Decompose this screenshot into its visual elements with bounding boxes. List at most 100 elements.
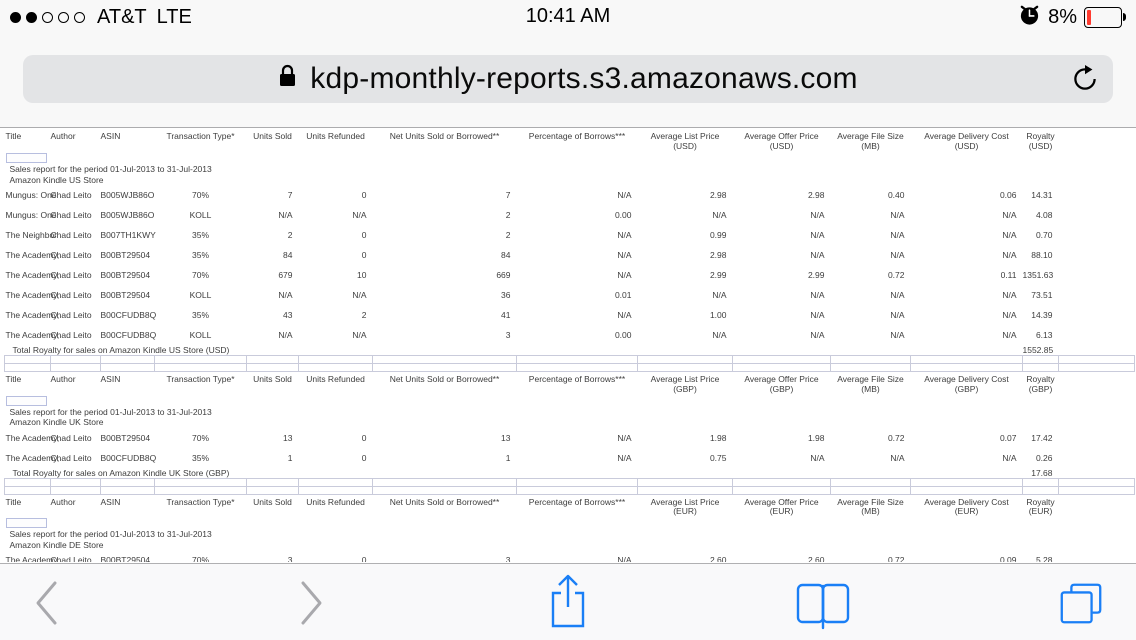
address-bar[interactable]: kdp-monthly-reports.s3.amazonaws.com — [23, 55, 1113, 103]
data-cell: N/A — [617, 310, 632, 320]
empty-cell — [50, 477, 101, 487]
filler-cell — [1059, 205, 1135, 225]
data-cell: 0.75 — [709, 452, 727, 463]
data-cell: The Academy, — [5, 330, 60, 340]
data-cell: 14.39 — [1031, 310, 1053, 320]
data-cell: The Academy, — [5, 432, 60, 443]
network-label: LTE — [156, 5, 192, 28]
empty-cell — [830, 477, 911, 487]
filler-cell — [1059, 468, 1135, 479]
data-cell: 2.60 — [807, 555, 825, 562]
data-cell: N/A — [890, 330, 905, 340]
empty-cell — [516, 355, 638, 364]
column-header: ASIN — [100, 374, 121, 384]
data-cell: N/A — [617, 230, 632, 240]
column-header: ASIN — [100, 496, 121, 507]
data-cell: 0.07 — [999, 432, 1017, 443]
empty-cell — [1058, 485, 1135, 495]
data-cell: Chad Leito — [50, 555, 92, 562]
column-header: Percentage of Borrows*** — [528, 131, 626, 141]
empty-cell — [1058, 363, 1135, 372]
period-text: Sales report for the period 01-Jul-2013 … — [9, 406, 212, 417]
data-cell: N/A — [810, 230, 825, 240]
alarm-clock-icon — [1018, 3, 1041, 31]
filler-cell — [1059, 245, 1135, 265]
data-cell: 0.40 — [887, 190, 905, 200]
empty-cell — [50, 363, 101, 372]
empty-cell — [1058, 477, 1135, 487]
share-icon[interactable] — [546, 572, 590, 635]
data-cell: 2.60 — [709, 555, 727, 562]
empty-cell — [100, 363, 155, 372]
column-header: Average Delivery Cost (GBP) — [924, 374, 1009, 394]
empty-cell — [372, 485, 517, 495]
browser-chrome: AT&T LTE 10:41 AM 8% — [0, 0, 1136, 128]
data-cell: N/A — [810, 452, 825, 463]
column-header: Author — [50, 374, 76, 384]
empty-cell — [516, 485, 638, 495]
period-row: Sales report for the period 01-Jul-2013 … — [5, 529, 1135, 539]
store-text: Amazon Kindle UK Store — [9, 417, 104, 427]
data-cell: 5.28 — [1035, 555, 1053, 562]
lock-icon — [278, 64, 297, 94]
data-cell: The Neighbor — [5, 230, 58, 240]
empty-cell — [246, 477, 299, 487]
empty-cell — [50, 355, 101, 364]
column-header: Units Sold — [253, 131, 292, 141]
bookmarks-icon[interactable] — [791, 580, 855, 635]
column-header: Title — [5, 496, 22, 507]
data-cell: 43 — [283, 310, 293, 320]
data-cell: 3 — [505, 330, 511, 340]
data-cell: 2.99 — [709, 270, 727, 280]
data-cell: The Academy, — [5, 250, 60, 260]
data-cell: N/A — [617, 432, 632, 443]
data-cell: KOLL — [189, 210, 212, 220]
column-header: Transaction Type* — [166, 131, 235, 141]
filler-cell — [1059, 265, 1135, 285]
signal-dots — [10, 11, 85, 23]
data-cell: 669 — [496, 270, 511, 280]
data-cell: N/A — [1002, 452, 1017, 463]
column-header: Royalty (GBP) — [1026, 374, 1055, 394]
tabs-icon[interactable] — [1056, 578, 1106, 633]
data-cell: 70% — [191, 555, 209, 562]
data-cell: 2.98 — [807, 190, 825, 200]
data-cell: N/A — [712, 210, 727, 220]
empty-cell — [246, 363, 299, 372]
empty-cell — [732, 477, 831, 487]
forward-icon[interactable] — [294, 579, 328, 632]
filler-cell — [1059, 129, 1135, 152]
data-cell: Chad Leito — [50, 290, 92, 300]
data-cell: 70% — [191, 270, 209, 280]
refresh-icon[interactable] — [1071, 65, 1099, 98]
back-icon[interactable] — [30, 579, 64, 632]
data-cell: 1351.63 — [1022, 270, 1054, 280]
data-cell: Chad Leito — [50, 432, 92, 443]
filler-cell — [1059, 325, 1135, 345]
data-cell: KOLL — [189, 290, 212, 300]
data-cell: 35% — [191, 250, 209, 260]
data-cell: 7 — [287, 190, 293, 200]
data-cell: 70% — [191, 190, 209, 200]
data-cell: The Academy, — [5, 270, 60, 280]
data-cell: 2 — [361, 310, 367, 320]
data-cell: 0.00 — [614, 210, 632, 220]
data-cell: 0.72 — [887, 432, 905, 443]
report-row: The Academy, Chad Leito B00BT29504 70% 679 10… — [5, 265, 1135, 285]
title-cell-row — [5, 517, 1135, 529]
data-cell: 0.11 — [1000, 270, 1017, 280]
empty-cell — [4, 485, 51, 495]
store-text: Amazon Kindle DE Store — [9, 539, 104, 550]
empty-cell — [246, 355, 299, 364]
data-cell: 2 — [287, 230, 293, 240]
data-cell: The Academy, — [5, 452, 60, 463]
column-header: Average List Price (EUR) — [650, 496, 720, 516]
data-cell: 0.00 — [614, 330, 632, 340]
data-cell: 0 — [361, 555, 367, 562]
report-row: The Academy, Chad Leito B00CFUDB8Q KOLL N/A N… — [5, 325, 1135, 345]
data-cell: 1.98 — [807, 432, 825, 443]
column-header: Transaction Type* — [166, 496, 235, 507]
empty-cell — [910, 363, 1023, 372]
url-text: kdp-monthly-reports.s3.amazonaws.com — [310, 62, 858, 95]
data-cell: 14.31 — [1031, 190, 1053, 200]
